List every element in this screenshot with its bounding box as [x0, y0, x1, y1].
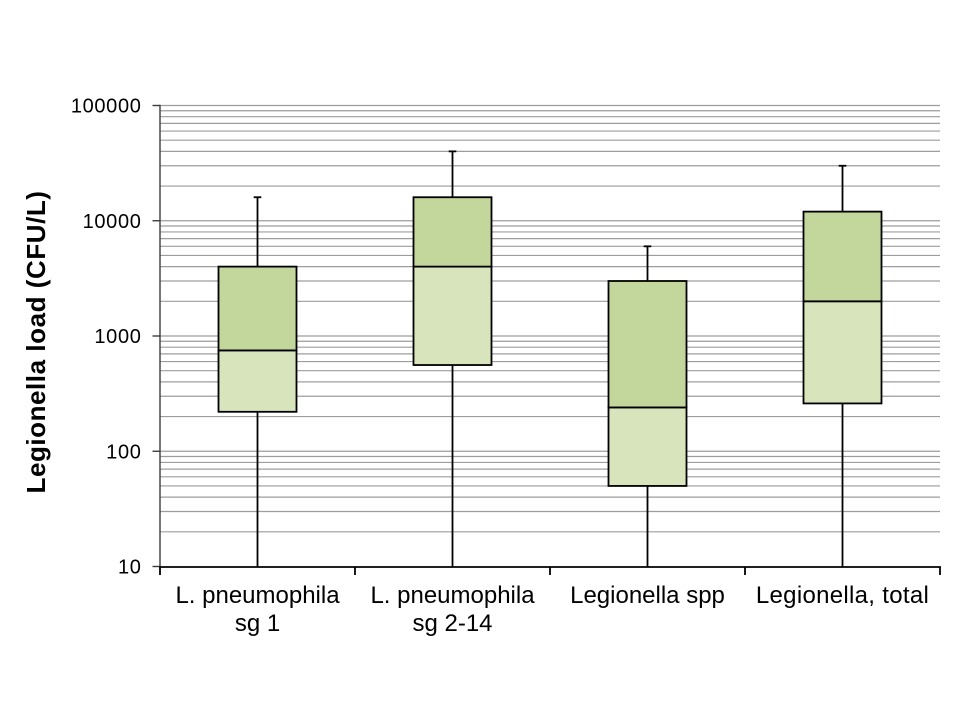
svg-text:sg 2-14: sg 2-14 — [412, 610, 492, 637]
svg-text:100000: 100000 — [71, 96, 142, 118]
svg-text:L. pneumophila: L. pneumophila — [175, 582, 340, 609]
svg-text:10: 10 — [118, 557, 142, 579]
svg-text:Legionella spp: Legionella spp — [570, 582, 725, 609]
svg-text:100: 100 — [106, 441, 141, 463]
svg-text:sg 1: sg 1 — [235, 610, 280, 637]
svg-text:L. pneumophila: L. pneumophila — [370, 582, 535, 609]
svg-text:Legionella, total: Legionella, total — [756, 582, 929, 609]
svg-text:1000: 1000 — [94, 326, 141, 348]
svg-text:Legionella load (CFU/L): Legionella load (CFU/L) — [21, 191, 51, 494]
svg-text:10000: 10000 — [83, 211, 142, 233]
